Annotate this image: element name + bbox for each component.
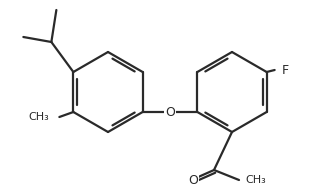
Text: F: F [282, 63, 289, 77]
Text: CH₃: CH₃ [29, 112, 49, 122]
Text: CH₃: CH₃ [245, 175, 266, 185]
Text: O: O [188, 173, 198, 187]
Text: O: O [165, 105, 175, 119]
